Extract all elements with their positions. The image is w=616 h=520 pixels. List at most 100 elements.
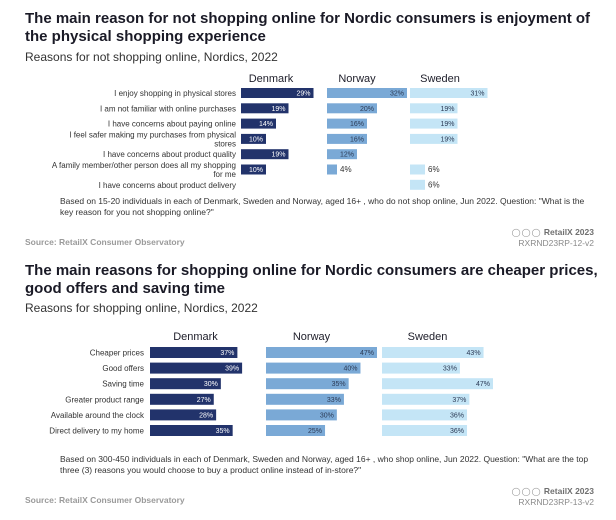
category-label: A family member/other person does all my… xyxy=(52,161,236,170)
category-label: stores xyxy=(214,139,236,148)
bar-norway xyxy=(327,133,367,144)
series-header-sweden: Sweden xyxy=(408,331,448,343)
bar-sweden xyxy=(382,425,468,436)
bar-norway xyxy=(327,88,407,98)
brand-block-2: ◯◯◯ RetailX 2023 RXRND23RP-13-v2 xyxy=(512,486,594,507)
category-label: I have concerns about product quality xyxy=(103,150,236,159)
bar-norway xyxy=(327,118,367,129)
bar-denmark xyxy=(150,393,214,405)
bar-value-label: 47% xyxy=(360,350,374,357)
bar-value-label: 40% xyxy=(343,366,357,373)
bar-norway xyxy=(266,378,349,390)
series-header-norway: Norway xyxy=(338,73,376,85)
bar-sweden xyxy=(410,179,425,190)
circle-dots-icon: ◯◯◯ xyxy=(511,487,542,496)
bar-norway xyxy=(266,393,344,405)
bar-norway xyxy=(327,149,357,160)
bar-sweden xyxy=(410,164,425,175)
bar-value-label: 19% xyxy=(440,136,454,143)
series-header-denmark: Denmark xyxy=(249,73,294,85)
chart-panel-1: The main reason for not shopping online … xyxy=(0,0,616,250)
bar-value-label: 6% xyxy=(428,180,440,189)
bar-value-label: 19% xyxy=(440,106,454,113)
chart-note-1: Based on 15-20 individuals in each of De… xyxy=(60,196,585,217)
bar-value-label: 33% xyxy=(443,366,457,373)
bar-sweden xyxy=(410,118,458,129)
bar-value-label: 37% xyxy=(452,397,466,404)
bar-value-label: 19% xyxy=(440,121,454,128)
bar-sweden xyxy=(382,393,470,405)
chart-code-2: RXRND23RP-13-v2 xyxy=(518,497,594,507)
bar-value-label: 32% xyxy=(390,91,404,98)
bar-sweden xyxy=(410,88,488,98)
bar-denmark xyxy=(150,425,233,436)
bar-value-label: 12% xyxy=(340,152,354,159)
bar-value-label: 35% xyxy=(332,381,346,388)
bar-value-label: 37% xyxy=(220,350,234,357)
category-label: for me xyxy=(213,170,236,179)
bar-norway xyxy=(327,164,337,175)
category-label: Direct delivery to my home xyxy=(49,427,144,436)
bar-sweden xyxy=(410,103,458,114)
category-label: I have concerns about paying online xyxy=(108,120,237,129)
bar-value-label: 29% xyxy=(296,91,310,98)
bar-value-label: 27% xyxy=(197,397,211,404)
bar-value-label: 6% xyxy=(428,165,440,174)
bar-denmark xyxy=(241,103,289,114)
category-label: Saving time xyxy=(102,380,144,389)
bar-denmark xyxy=(241,133,266,144)
bar-value-label: 25% xyxy=(308,428,322,435)
bar-value-label: 19% xyxy=(271,152,285,159)
bar-value-label: 43% xyxy=(467,350,481,357)
chart-note-2: Based on 300-450 individuals in each of … xyxy=(60,454,589,475)
bar-sweden xyxy=(382,347,484,358)
brand-block-1: ◯◯◯ RetailX 2023 RXRND23RP-12-v2 xyxy=(512,227,594,248)
bar-norway xyxy=(327,103,377,114)
bar-value-label: 20% xyxy=(360,106,374,113)
bar-value-label: 39% xyxy=(225,366,239,373)
bar-denmark xyxy=(241,164,266,175)
bar-sweden xyxy=(382,378,493,390)
bar-value-label: 35% xyxy=(216,428,230,435)
bar-denmark xyxy=(150,378,221,390)
bar-denmark xyxy=(150,362,243,374)
bar-norway xyxy=(266,362,361,374)
bar-value-label: 10% xyxy=(249,136,263,143)
bar-sweden xyxy=(410,133,458,144)
category-label: I enjoy shopping in physical stores xyxy=(114,89,236,98)
chart-code-1: RXRND23RP-12-v2 xyxy=(518,238,594,248)
chart-subtitle-2: Reasons for shopping online, Nordics, 20… xyxy=(25,301,258,315)
category-label: Greater product range xyxy=(65,395,144,404)
bar-norway xyxy=(266,409,337,421)
bar-value-label: 19% xyxy=(271,106,285,113)
bar-value-label: 33% xyxy=(327,397,341,404)
bar-value-label: 10% xyxy=(249,167,263,174)
series-header-sweden: Sweden xyxy=(420,73,460,85)
bar-denmark xyxy=(241,118,276,129)
brand-logo-2: RetailX 2023 xyxy=(543,486,594,496)
bar-denmark xyxy=(241,149,289,160)
bar-value-label: 16% xyxy=(350,121,364,128)
bar-value-label: 47% xyxy=(476,381,490,388)
chart-title-1: The main reason for not shopping online … xyxy=(25,10,591,45)
category-label: I feel safer making my purchases from ph… xyxy=(69,130,236,139)
category-label: Cheaper prices xyxy=(90,349,144,358)
chart-2-svg: Denmark Norway Sweden Cheaper prices Good of… xyxy=(49,331,493,436)
category-label: I am not familiar with online purchases xyxy=(100,104,236,113)
chart-source-2: Source: RetailX Consumer Observatory xyxy=(25,495,185,505)
category-label: Good offers xyxy=(102,364,144,373)
bar-norway xyxy=(266,425,326,436)
series-header-norway: Norway xyxy=(293,331,331,343)
bar-sweden xyxy=(382,409,468,421)
bar-denmark xyxy=(241,88,314,98)
bar-norway xyxy=(266,347,377,358)
category-label: Available around the clock xyxy=(51,411,145,420)
chart-source-1: Source: RetailX Consumer Observatory xyxy=(25,237,185,247)
bar-value-label: 36% xyxy=(450,412,464,419)
chart-panel-2: The main reasons for shopping online for… xyxy=(0,258,616,520)
bar-value-label: 31% xyxy=(470,91,484,98)
bar-value-label: 36% xyxy=(450,428,464,435)
category-label: I have concerns about product delivery xyxy=(99,181,236,190)
chart-1-svg: Denmark Norway Sweden I enjoy shopping in p… xyxy=(52,73,488,190)
series-header-denmark: Denmark xyxy=(173,331,218,343)
